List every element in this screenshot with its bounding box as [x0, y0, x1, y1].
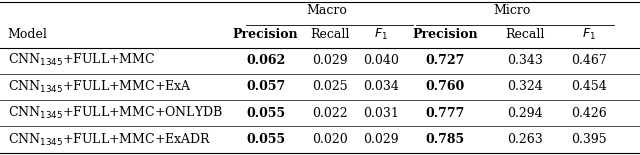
Text: 0.040: 0.040 — [363, 54, 399, 67]
Text: $F_1$: $F_1$ — [582, 27, 596, 42]
Text: 0.395: 0.395 — [571, 133, 607, 146]
Text: 0.727: 0.727 — [425, 54, 465, 67]
Text: 0.034: 0.034 — [363, 80, 399, 93]
Text: 0.029: 0.029 — [363, 133, 399, 146]
Text: 0.454: 0.454 — [571, 80, 607, 93]
Text: 0.055: 0.055 — [246, 107, 285, 120]
Text: 0.760: 0.760 — [425, 80, 465, 93]
Text: 0.777: 0.777 — [425, 107, 465, 120]
Text: Macro: Macro — [306, 4, 347, 17]
Text: 0.467: 0.467 — [571, 54, 607, 67]
Text: 0.294: 0.294 — [507, 107, 543, 120]
Text: Recall: Recall — [310, 28, 349, 41]
Text: 0.022: 0.022 — [312, 107, 348, 120]
Text: 0.020: 0.020 — [312, 133, 348, 146]
Text: 0.263: 0.263 — [507, 133, 543, 146]
Text: 0.031: 0.031 — [363, 107, 399, 120]
Text: 0.029: 0.029 — [312, 54, 348, 67]
Text: CNN$_{1345}$+FULL+MMC+ExA: CNN$_{1345}$+FULL+MMC+ExA — [8, 79, 191, 95]
Text: 0.055: 0.055 — [246, 133, 285, 146]
Text: 0.343: 0.343 — [507, 54, 543, 67]
Text: 0.062: 0.062 — [246, 54, 285, 67]
Text: Precision: Precision — [233, 28, 298, 41]
Text: 0.324: 0.324 — [507, 80, 543, 93]
Text: Micro: Micro — [493, 4, 531, 17]
Text: 0.025: 0.025 — [312, 80, 348, 93]
Text: CNN$_{1345}$+FULL+MMC+ExADR: CNN$_{1345}$+FULL+MMC+ExADR — [8, 131, 211, 148]
Text: CNN$_{1345}$+FULL+MMC+ONLYDB: CNN$_{1345}$+FULL+MMC+ONLYDB — [8, 105, 223, 121]
Text: Precision: Precision — [412, 28, 477, 41]
Text: CNN$_{1345}$+FULL+MMC: CNN$_{1345}$+FULL+MMC — [8, 52, 155, 69]
Text: Model: Model — [8, 28, 47, 41]
Text: $F_1$: $F_1$ — [374, 27, 388, 42]
Text: 0.785: 0.785 — [425, 133, 465, 146]
Text: 0.057: 0.057 — [246, 80, 285, 93]
Text: 0.426: 0.426 — [571, 107, 607, 120]
Text: Recall: Recall — [505, 28, 545, 41]
